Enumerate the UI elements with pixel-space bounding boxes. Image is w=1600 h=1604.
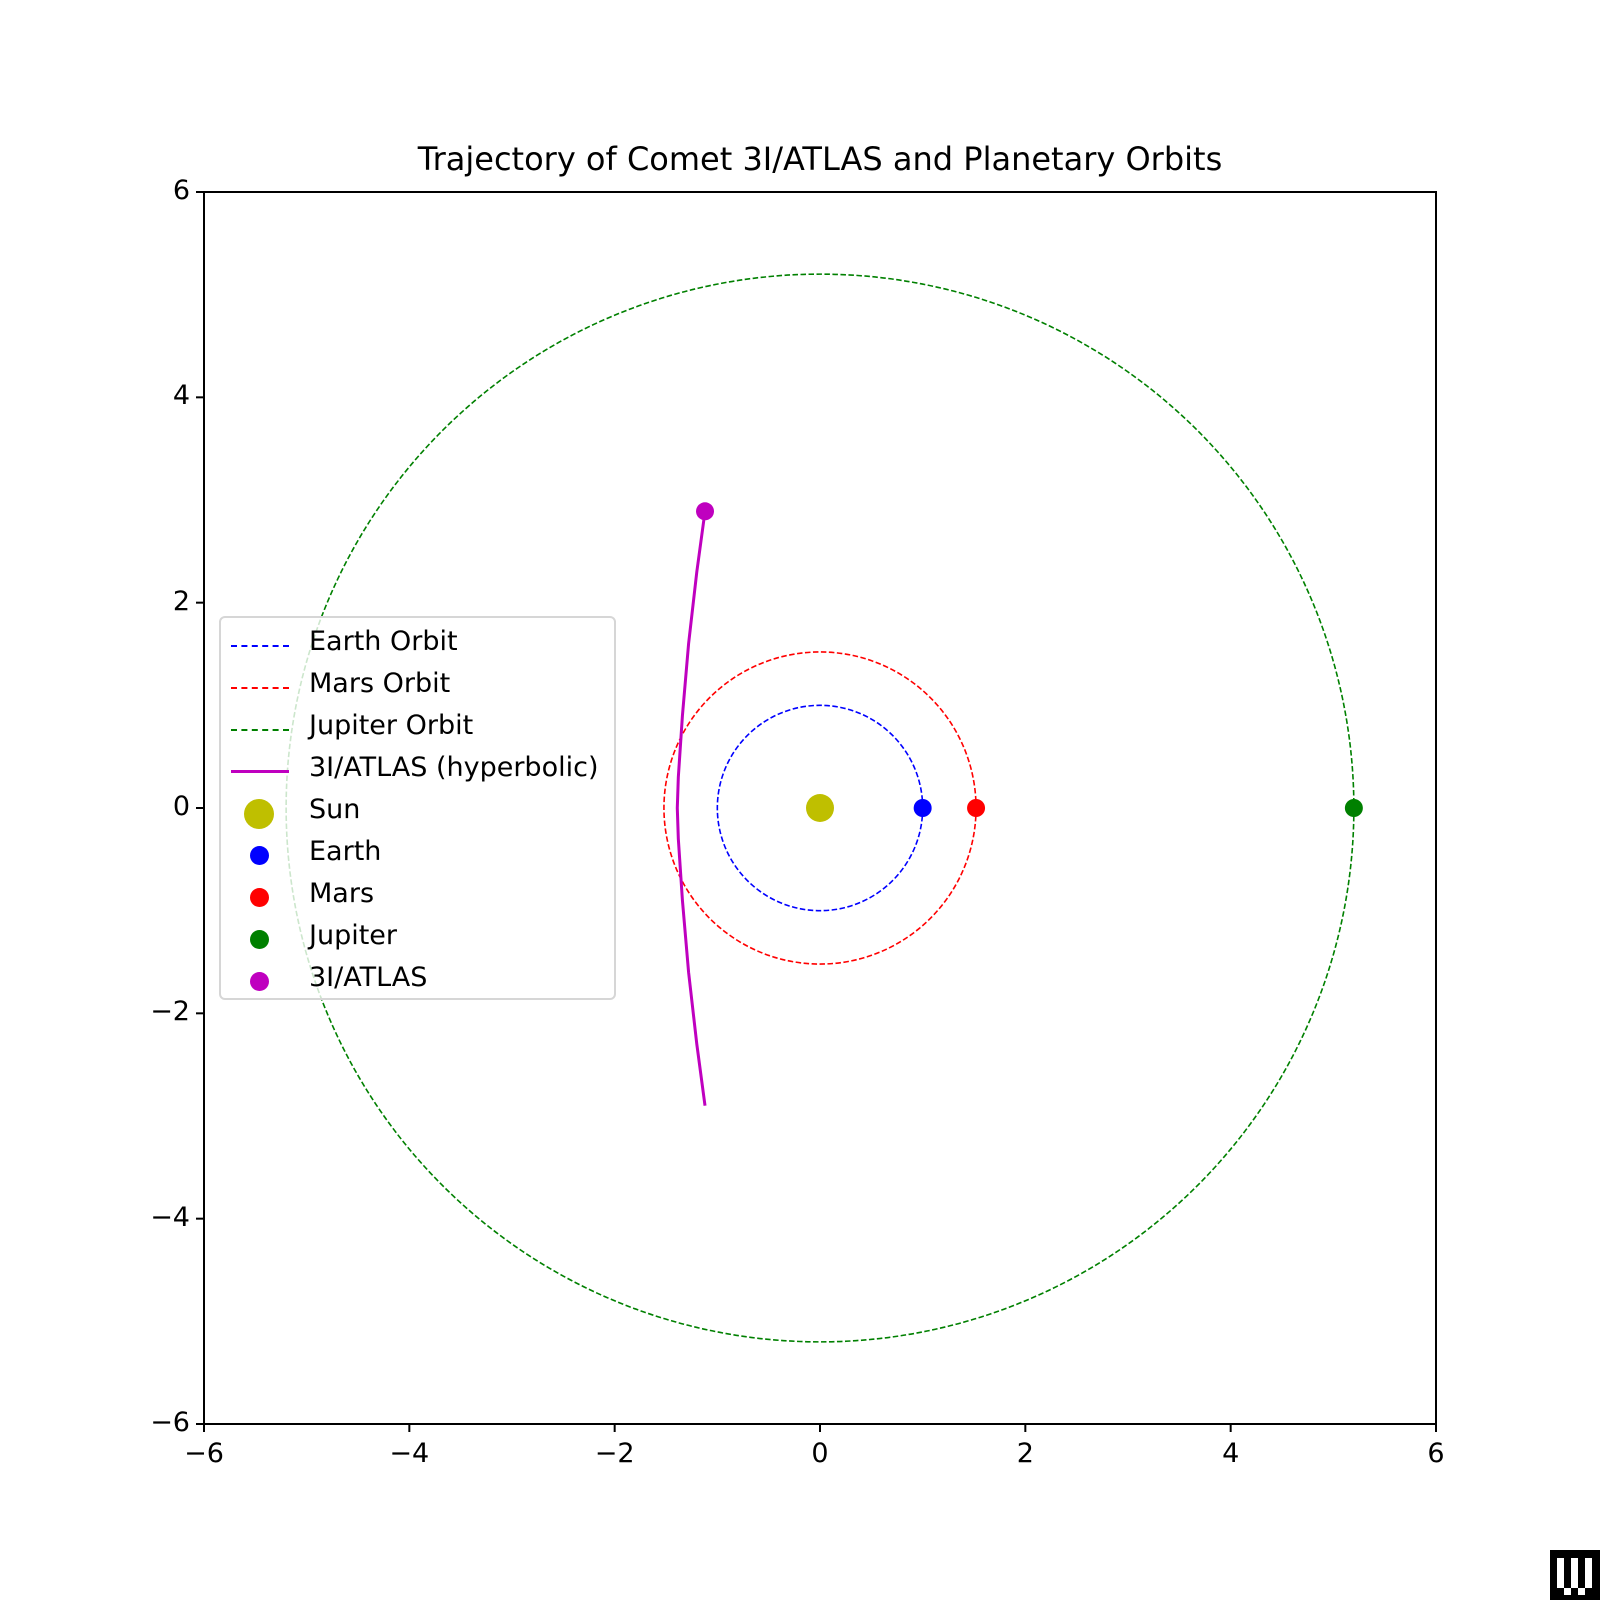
legend-label: Jupiter: [309, 920, 398, 951]
legend-label: 3I/ATLAS: [309, 962, 428, 993]
dashed-line-icon: [231, 729, 289, 731]
mars-marker: [967, 799, 986, 817]
earth-marker-icon: [250, 846, 269, 865]
legend-label: Earth Orbit: [309, 626, 458, 657]
legend-item-atlas: 3I/ATLAS: [221, 960, 614, 1002]
legend-label: Earth: [309, 836, 382, 867]
sun-marker-icon: [244, 799, 274, 829]
x-tick-label: 6: [1427, 1438, 1445, 1469]
legend-item-earth-orbit: Earth Orbit: [221, 624, 614, 666]
y-tick-label: −6: [150, 1407, 190, 1438]
legend-label: Sun: [309, 794, 361, 825]
x-tick-label: −4: [389, 1438, 430, 1469]
atlas-trajectory-line: [675, 511, 707, 1106]
y-tick-label: 6: [172, 175, 190, 206]
jupiter-marker: [1344, 799, 1363, 817]
legend-label: 3I/ATLAS (hyperbolic): [309, 752, 599, 783]
axis-ticks: [196, 191, 1437, 1432]
chart-title: Trajectory of Comet 3I/ATLAS and Planeta…: [417, 140, 1223, 178]
legend-label: Jupiter Orbit: [309, 710, 474, 741]
x-tick-label: 4: [1222, 1438, 1240, 1469]
legend-item-jupiter: Jupiter: [221, 918, 614, 960]
earth-marker: [913, 799, 932, 817]
legend-item-earth: Earth: [221, 834, 614, 876]
y-tick-label: 4: [172, 380, 190, 412]
jupiter-marker-icon: [250, 930, 269, 949]
sun-marker: [806, 794, 834, 822]
x-tick-label: −2: [594, 1438, 635, 1469]
3i-atlas-marker: [696, 502, 715, 521]
legend-item-jupiter-orbit: Jupiter Orbit: [221, 708, 614, 750]
dashed-line-icon: [231, 645, 289, 647]
y-tick-label: 0: [172, 791, 190, 822]
legend-label: Mars Orbit: [309, 668, 451, 699]
legend-item-mars: Mars: [221, 876, 614, 918]
atlas-marker-icon: [250, 972, 269, 991]
y-tick-label: 2: [172, 585, 190, 617]
legend-item-sun: Sun: [221, 792, 614, 834]
legend: Earth Orbit Mars Orbit Jupiter Orbit 3I/…: [219, 616, 616, 1000]
dashed-line-icon: [231, 687, 289, 689]
mars-marker-icon: [250, 888, 269, 907]
watermark-logo-icon: [1550, 1550, 1600, 1600]
x-tick-label: 0: [811, 1438, 829, 1469]
y-tick-label: −2: [150, 996, 190, 1028]
y-tick-label: −4: [150, 1201, 190, 1233]
legend-label: Mars: [309, 878, 375, 909]
x-tick-label: −6: [184, 1438, 224, 1469]
x-tick-label: 2: [1016, 1438, 1034, 1469]
solid-line-icon: [231, 770, 289, 773]
legend-item-atlas-trajectory: 3I/ATLAS (hyperbolic): [221, 750, 614, 792]
legend-item-mars-orbit: Mars Orbit: [221, 666, 614, 708]
